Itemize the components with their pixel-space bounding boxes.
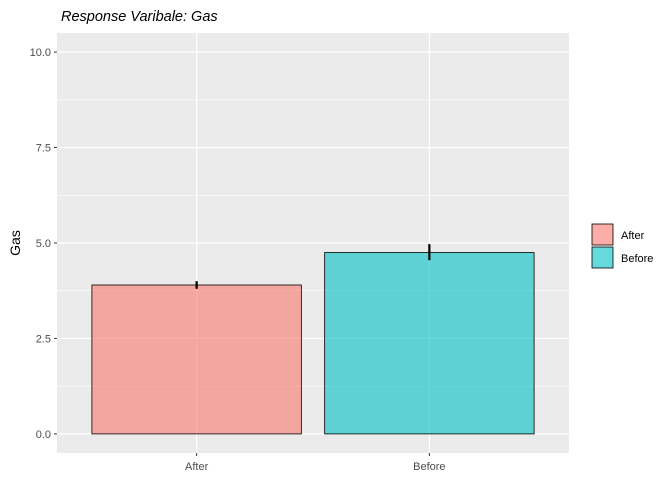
legend: After Before (591, 223, 653, 269)
y-axis-title: Gas (7, 230, 23, 256)
y-tick-label: 2.5 (36, 333, 51, 345)
bars (91, 252, 535, 435)
x-axis: After Before (185, 453, 446, 473)
bar-after (91, 284, 302, 435)
y-axis: 0.0 2.5 5.0 7.5 10.0 (30, 47, 57, 441)
y-tick-label: 5.0 (36, 238, 51, 250)
chart-title: Response Varibale: Gas (61, 9, 218, 25)
legend-key-before (591, 246, 614, 269)
bar-before (324, 252, 535, 435)
y-tick-label: 7.5 (36, 143, 51, 155)
legend-label-after: After (621, 230, 645, 242)
x-tick-label: Before (413, 461, 445, 473)
error-bars (195, 244, 431, 289)
x-tick-label: After (185, 461, 209, 473)
legend-key-after (591, 223, 614, 246)
y-tick-label: 0.0 (36, 429, 51, 441)
legend-label-before: Before (621, 253, 653, 265)
y-tick-label: 10.0 (30, 47, 51, 59)
